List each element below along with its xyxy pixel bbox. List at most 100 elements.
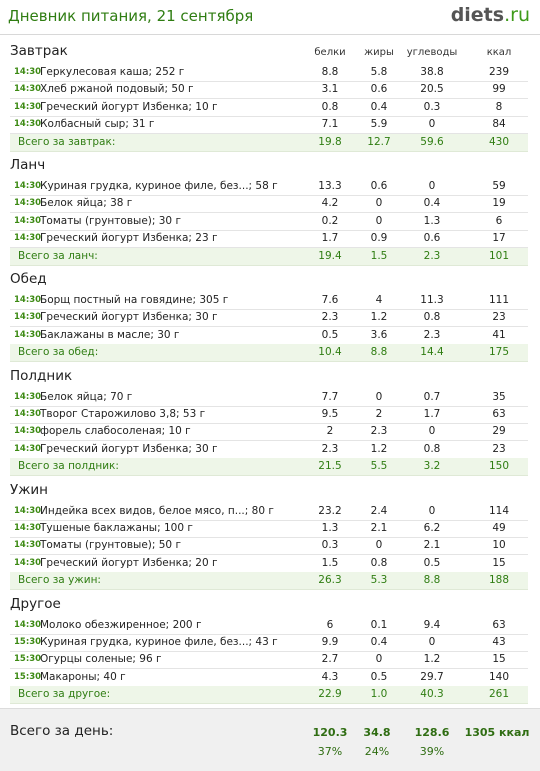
- food-name: Творог Старожилово 3,8; 53 г: [40, 408, 206, 420]
- food-row: 14:30 форель слабосоленая; 10 г 2 2.3 0 29: [10, 423, 528, 442]
- food-value: 1.3: [423, 214, 441, 227]
- food-value: 0.8: [423, 311, 441, 324]
- food-name: Греческий йогурт Избенка; 30 г: [40, 442, 218, 455]
- day-total-percent: 37%: [317, 745, 343, 758]
- meal-total-value: 2.3: [423, 249, 441, 262]
- food-value: 1.3: [321, 522, 339, 534]
- food-value: 41: [492, 328, 506, 341]
- meal-total-label: Всего за завтрак:: [18, 135, 116, 148]
- food-value: 5.9: [370, 118, 388, 131]
- food-name: Баклажаны в масле; 30 г: [40, 328, 180, 341]
- food-row: 14:30 Хлеб ржаной подовый; 50 г 3.1 0.6 20.5…: [10, 81, 528, 100]
- food-value: 5.8: [370, 66, 388, 78]
- food-time: 14:30: [14, 215, 42, 226]
- logo-main: diets: [450, 4, 505, 26]
- logo[interactable]: diets.ru: [451, 4, 530, 26]
- meal-total-row: Всего за полдник: 21.5 5.5 3.2 150: [10, 458, 528, 477]
- food-value: 1.2: [423, 653, 441, 666]
- food-row: 15:30 Макароны; 40 г 4.3 0.5 29.7 140: [10, 669, 528, 687]
- food-value: 99: [492, 83, 506, 96]
- food-row: 14:30 Томаты (грунтовые); 50 г 0.3 0 2.1 10: [10, 537, 528, 556]
- food-name: Томаты (грунтовые); 50 г: [40, 539, 181, 552]
- food-value: 6.2: [423, 522, 441, 534]
- meal-total-label: Всего за ланч:: [18, 249, 98, 262]
- logo-suffix: .ru: [504, 4, 530, 26]
- meal-title: Ужин: [10, 481, 48, 498]
- food-value: 2.3: [370, 425, 388, 438]
- meal-total-value: 12.7: [367, 135, 391, 148]
- food-value: 20.5: [420, 83, 444, 96]
- food-name: Хлеб ржаной подовый; 50 г: [40, 83, 194, 96]
- food-value: 0: [428, 504, 436, 517]
- food-row: 14:30 Греческий йогурт Избенка; 20 г 1.5 0.…: [10, 555, 528, 573]
- meal-total-value: 19.4: [318, 249, 342, 262]
- food-value: 4.3: [321, 670, 339, 683]
- meal-total-value: 188: [488, 574, 510, 587]
- food-value: 19: [492, 197, 506, 210]
- food-value: 140: [488, 670, 510, 683]
- food-name: Греческий йогурт Избенка; 10 г: [40, 100, 218, 113]
- food-time: 14:30: [14, 540, 42, 551]
- meal-total-label: Всего за ужин:: [18, 574, 101, 587]
- food-value: 4.2: [321, 197, 339, 210]
- food-row: 14:30 Томаты (грунтовые); 30 г 0.2 0 1.3 6: [10, 213, 528, 231]
- food-time: 14:30: [14, 312, 42, 323]
- meal-total-value: 21.5: [318, 460, 342, 473]
- food-value: 2.7: [321, 653, 339, 666]
- food-row: 14:30 Индейка всех видов, белое мясо, п..…: [10, 503, 528, 521]
- day-total-percent: 39%: [419, 745, 445, 758]
- food-value: 0.2: [321, 214, 339, 227]
- food-value: 23: [492, 311, 506, 324]
- food-value: 6: [495, 214, 503, 227]
- food-value: 38.8: [420, 66, 444, 78]
- food-value: 8: [495, 100, 503, 113]
- day-total-value: 120.3: [312, 726, 348, 739]
- meal-title: Полдник: [10, 367, 73, 384]
- meal-title: Завтрак: [10, 43, 68, 59]
- food-time: 14:30: [14, 619, 42, 630]
- food-value: 0.6: [370, 83, 388, 96]
- food-value: 0.4: [370, 100, 388, 113]
- food-time: 14:30: [14, 391, 42, 402]
- food-value: 29.7: [420, 670, 444, 683]
- food-value: 3.1: [321, 83, 339, 96]
- food-row: 15:30 Куриная грудка, куриное филе, без..…: [10, 634, 528, 652]
- meal-total-value: 1.5: [370, 249, 388, 262]
- meal-total-value: 3.2: [423, 460, 441, 473]
- meal-total-label: Всего за полдник:: [18, 460, 119, 473]
- food-value: 0.8: [321, 100, 339, 113]
- food-row: 14:30 Баклажаны в масле; 30 г 0.5 3.6 2.3 41: [10, 327, 528, 345]
- food-row: 14:30 Колбасный сыр; 31 г 7.1 5.9 0 84: [10, 116, 528, 135]
- food-time: 14:30: [14, 557, 42, 568]
- meal-title: Ланч: [10, 157, 46, 173]
- day-total-value: 128.6: [414, 726, 450, 739]
- meal-total-value: 26.3: [318, 574, 342, 587]
- food-time: 14:30: [14, 295, 42, 305]
- food-time: 14:30: [14, 67, 42, 77]
- food-row: 14:30 Белок яйца; 70 г 7.7 0 0.7 35: [10, 389, 528, 407]
- food-value: 17: [492, 232, 506, 245]
- meal-total-label: Всего за обед:: [18, 346, 99, 359]
- food-time: 14:30: [14, 181, 42, 191]
- meal-title: Обед: [10, 271, 47, 287]
- meal-total-row: Всего за ужин: 26.3 5.3 8.8 188: [10, 572, 528, 591]
- food-value: 11.3: [420, 294, 444, 306]
- food-time: 14:30: [14, 443, 42, 454]
- meal-total-value: 430: [488, 135, 510, 148]
- food-time: 14:30: [14, 329, 42, 340]
- food-value: 0: [375, 214, 383, 227]
- food-value: 4: [375, 294, 383, 306]
- meal-total-value: 261: [488, 688, 510, 701]
- food-name: Белок яйца; 70 г: [40, 390, 133, 403]
- meal-total-row: Всего за другое: 22.9 1.0 40.3 261: [10, 686, 528, 705]
- day-total-label: Всего за день:: [10, 723, 114, 739]
- meal-total-value: 14.4: [420, 346, 444, 359]
- food-row: 14:30 Греческий йогурт Избенка; 30 г 2.3 1.…: [10, 309, 528, 328]
- food-name: Огурцы соленые; 96 г: [40, 653, 162, 666]
- food-value: 2: [326, 425, 334, 438]
- day-total-value: 34.8: [363, 726, 391, 739]
- food-time: 14:30: [14, 523, 42, 533]
- food-value: 6: [326, 618, 334, 631]
- food-value: 43: [492, 636, 506, 648]
- food-value: 239: [488, 66, 510, 78]
